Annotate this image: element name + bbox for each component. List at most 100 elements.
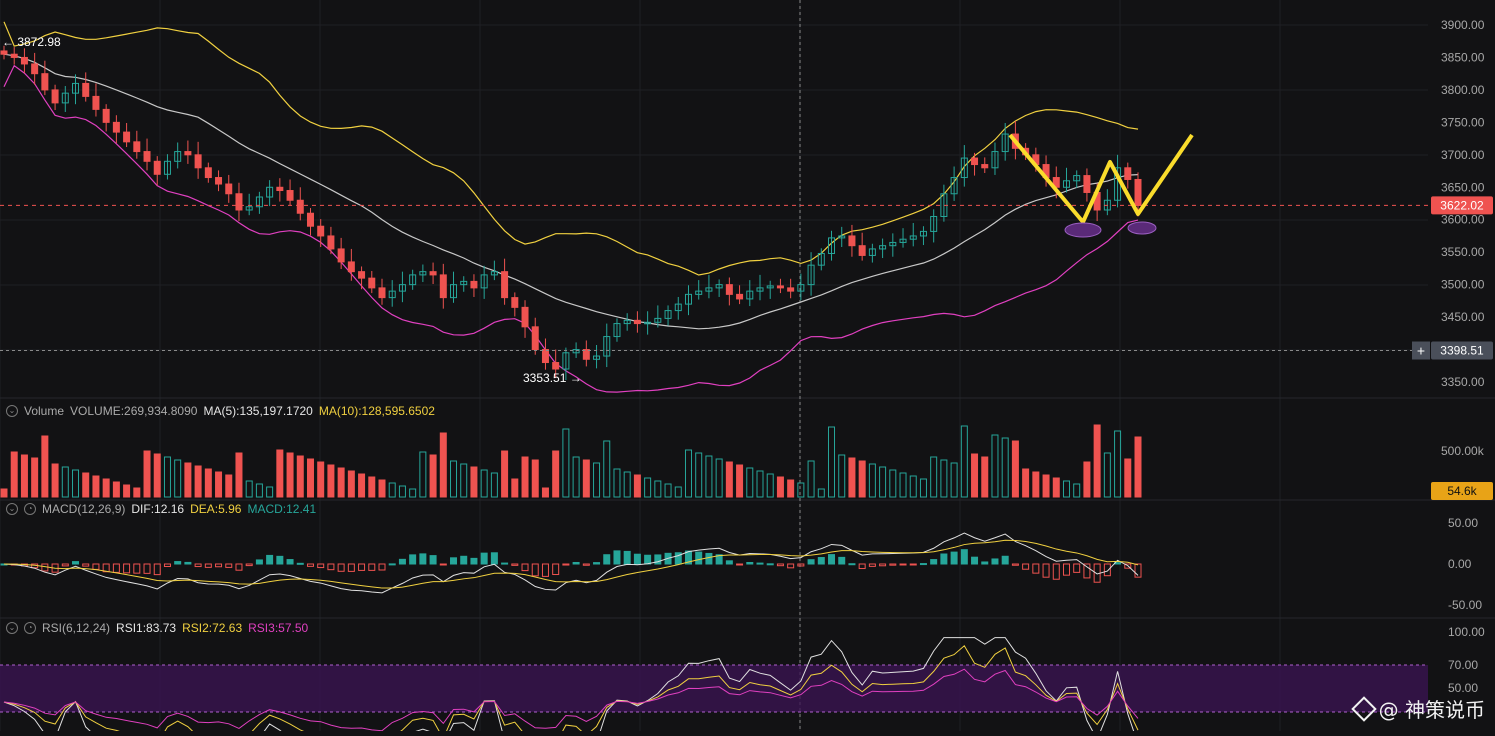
- volume-bar: [358, 473, 366, 498]
- candle-body: [112, 121, 120, 133]
- volume-bar: [1073, 483, 1081, 498]
- macd-histogram-bar: [123, 563, 131, 574]
- macd-histogram-bar: [163, 563, 171, 568]
- macd-histogram-bar: [306, 563, 314, 567]
- candle: [347, 248, 355, 281]
- candle-body: [61, 92, 69, 104]
- volume-bar: [725, 461, 733, 498]
- candle: [501, 258, 509, 305]
- candle: [72, 74, 80, 105]
- candle-body: [746, 290, 754, 300]
- collapse-icon[interactable]: ⌄: [6, 405, 18, 417]
- volume-bar: [756, 470, 764, 498]
- macd-histogram-bar: [960, 549, 968, 565]
- macd-histogram-bar: [266, 554, 274, 565]
- bell-icon[interactable]: ◔: [24, 622, 36, 634]
- macd-histogram-bar: [879, 563, 887, 567]
- candle: [82, 72, 90, 102]
- macd-histogram-bar: [1042, 563, 1050, 578]
- candle: [807, 252, 815, 296]
- macd-histogram-bar: [225, 563, 233, 568]
- macd-histogram-bar: [358, 563, 366, 571]
- macd-histogram-bar: [470, 557, 478, 565]
- volume-bar: [419, 451, 427, 498]
- candle-body: [971, 157, 979, 166]
- candle: [603, 323, 611, 368]
- macd-tick-label: 0.00: [1448, 557, 1472, 571]
- macd-histogram-bar: [981, 561, 989, 565]
- macd-histogram-bar: [1032, 563, 1040, 574]
- candle: [470, 274, 478, 297]
- macd-histogram-bar: [460, 555, 468, 565]
- volume-bar: [593, 462, 601, 498]
- volume-bar: [705, 455, 713, 498]
- macd-histogram-bar: [61, 563, 69, 567]
- collapse-icon[interactable]: ⌄: [6, 503, 18, 515]
- volume-bar: [296, 455, 304, 498]
- macd-histogram-bar: [1022, 563, 1030, 570]
- collapse-icon[interactable]: ⌄: [6, 622, 18, 634]
- candle-body: [163, 160, 171, 175]
- volume-bar: [266, 486, 274, 498]
- macd-histogram-bar: [572, 561, 580, 565]
- volume-bar: [286, 452, 294, 498]
- rsi-tick-label: 100.00: [1448, 625, 1485, 639]
- candle: [235, 182, 243, 222]
- macd-histogram-bar: [194, 563, 202, 568]
- volume-bar: [153, 453, 161, 498]
- macd-histogram-bar: [317, 563, 325, 569]
- candle: [163, 154, 171, 180]
- candle-body: [572, 349, 580, 354]
- candle: [919, 226, 927, 246]
- high-price-label: ← 3872.98: [2, 35, 61, 49]
- price-tick-label: 3600.00: [1441, 213, 1485, 227]
- candle: [20, 48, 28, 74]
- candle-body: [51, 89, 59, 104]
- volume-current-tag: [1431, 482, 1493, 500]
- candle-body: [0, 50, 8, 55]
- candle: [868, 243, 876, 263]
- candle-body: [991, 151, 999, 169]
- volume-bar: [123, 484, 131, 498]
- macd-histogram-bar: [276, 555, 284, 565]
- volume-bar: [235, 452, 243, 498]
- volume-bar: [102, 478, 110, 498]
- volume-bar: [20, 454, 28, 498]
- volume-bar: [92, 475, 100, 498]
- candle: [215, 170, 223, 192]
- candle-body: [72, 82, 80, 94]
- macd-histogram-bar: [889, 563, 897, 566]
- volume-bar: [787, 479, 795, 498]
- candle: [61, 86, 69, 112]
- candle: [133, 130, 141, 159]
- candle-body: [838, 235, 846, 239]
- macd-histogram-bar: [930, 559, 938, 565]
- macd-histogram-bar: [858, 563, 866, 570]
- candle: [858, 232, 866, 261]
- candle: [756, 274, 764, 301]
- price-tick-label: 3650.00: [1441, 180, 1485, 194]
- macd-histogram-bar: [388, 563, 396, 566]
- volume-bar: [531, 459, 539, 498]
- volume-bar: [633, 474, 641, 498]
- candle-body: [225, 183, 233, 195]
- candle-body: [684, 293, 692, 305]
- candle-body: [562, 352, 570, 370]
- candle-body: [266, 186, 274, 198]
- macd-histogram-bar: [848, 563, 856, 566]
- candle: [725, 277, 733, 306]
- macd-histogram-bar: [950, 551, 958, 565]
- macd-histogram-bar: [705, 552, 713, 565]
- candle-body: [317, 225, 325, 237]
- macd-histogram-bar: [1062, 563, 1070, 576]
- volume-bar: [1134, 436, 1142, 498]
- macd-histogram-bar: [204, 563, 212, 568]
- candle-body: [797, 284, 805, 292]
- macd-tick-label: 50.00: [1448, 516, 1478, 530]
- candle-body: [235, 193, 243, 211]
- volume-bar: [306, 458, 314, 498]
- candle-body: [286, 190, 294, 201]
- bell-icon[interactable]: ◔: [24, 503, 36, 515]
- candle: [92, 83, 100, 117]
